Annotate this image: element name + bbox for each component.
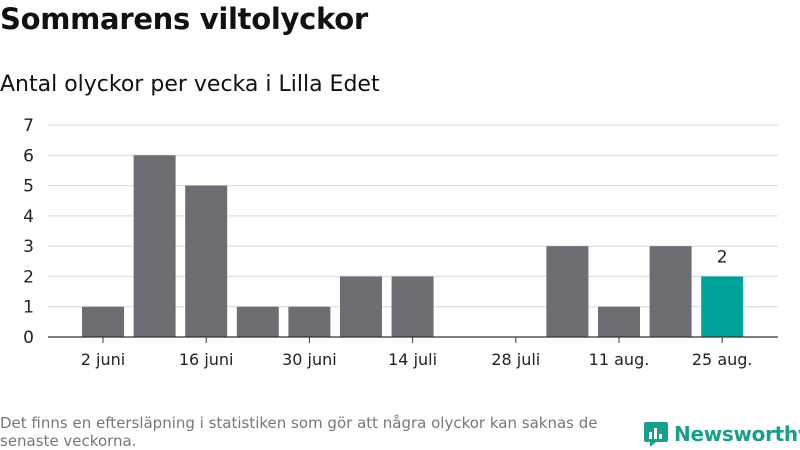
bar-chart: 0 1 2 3 4 5 6 7 2 juni 16 juni 30 juni 14 juli 28 ju… [23,116,778,369]
bar [82,306,124,337]
bar [701,276,744,337]
bar [649,246,692,337]
y-tick-label: 7 [23,116,34,136]
x-tick-label: 25 aug. [692,350,753,369]
x-tick-label: 28 juli [491,350,540,369]
bar [391,276,434,337]
y-tick-label: 0 [23,328,34,348]
y-tick-label: 3 [23,237,34,257]
x-tick-label: 2 juni [81,350,125,369]
y-tick-label: 4 [23,207,34,227]
bar [133,155,176,337]
bar [340,276,382,337]
y-tick-label: 5 [23,177,34,197]
bar [236,306,279,337]
y-tick-label: 2 [23,267,34,287]
brand-logo[interactable]: Newsworthy [644,420,800,448]
chart-title: Sommarens viltolyckor [0,2,368,36]
data-label: 2 [717,247,728,267]
bar-chart-logo-icon [644,422,668,447]
x-tick-label: 16 juni [179,350,234,369]
x-tick-label: 11 aug. [589,350,650,369]
bar [288,306,331,337]
x-tick-label: 14 juli [388,350,437,369]
bar [546,246,589,337]
x-tick-label: 30 juni [282,350,337,369]
brand-name: Newsworthy [674,422,800,446]
y-tick-label: 1 [23,298,34,318]
chart-subtitle: Antal olyckor per vecka i Lilla Edet [0,72,380,97]
bar [598,306,640,337]
footnote: Det finns en eftersläpning i statistiken… [0,414,598,450]
y-tick-label: 6 [23,146,34,166]
bar [185,185,228,337]
